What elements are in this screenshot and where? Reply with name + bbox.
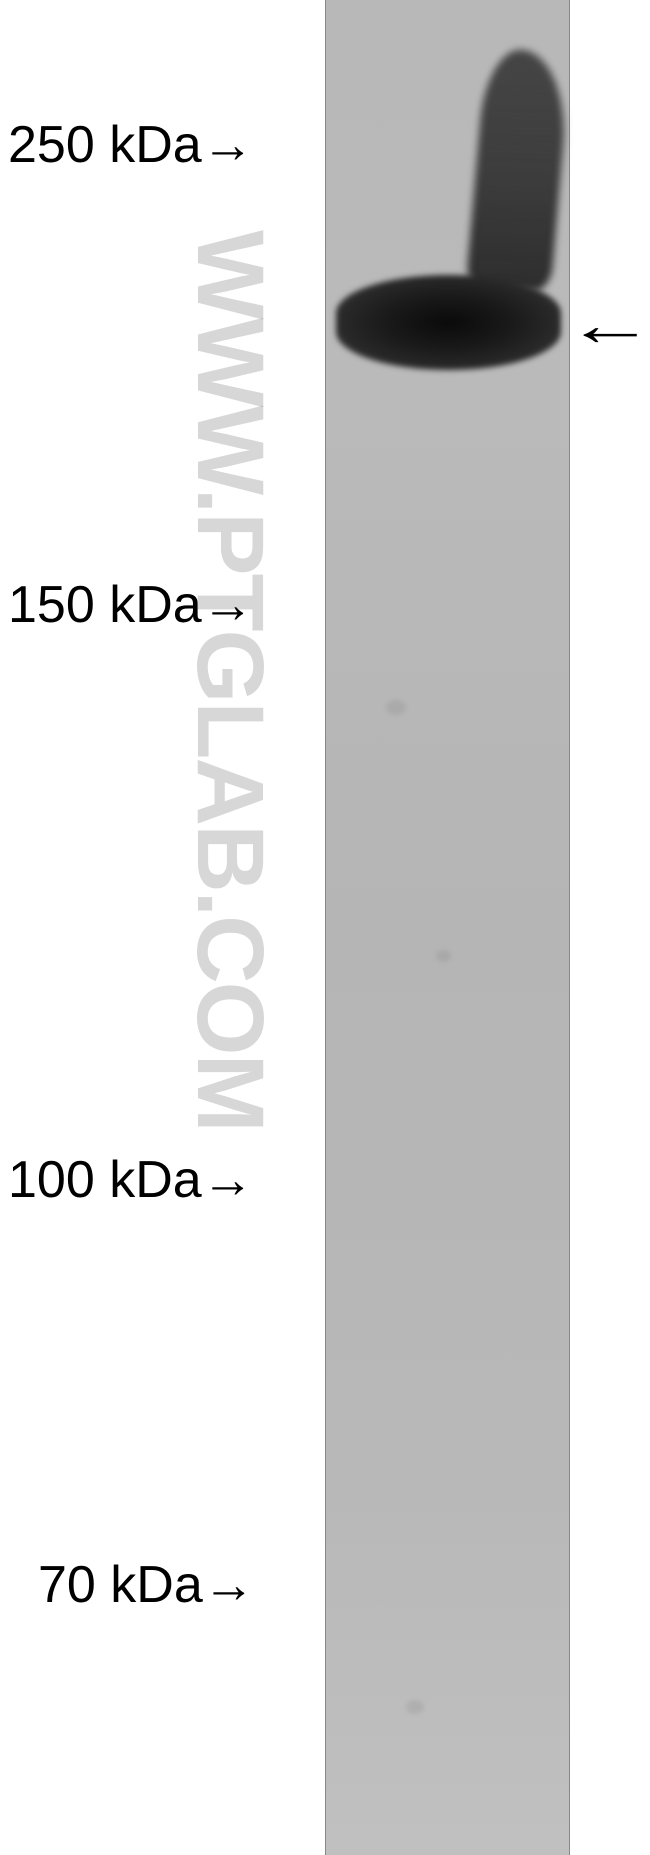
mw-marker-100: 100 kDa→ bbox=[8, 1150, 254, 1210]
noise-spot bbox=[406, 1700, 424, 1714]
noise-spot bbox=[436, 950, 451, 962]
mw-marker-70: 70 kDa→ bbox=[38, 1555, 255, 1615]
band-smear-upper bbox=[466, 49, 572, 292]
mw-marker-150: 150 kDa→ bbox=[8, 575, 254, 635]
watermark-text: WWW.PTGLAB.COM bbox=[175, 230, 284, 1131]
mw-marker-250: 250 kDa→ bbox=[8, 115, 254, 175]
noise-spot bbox=[386, 700, 406, 715]
blot-lane bbox=[325, 0, 570, 1855]
band-indicator-arrow: ← bbox=[565, 290, 650, 359]
band-main bbox=[336, 275, 561, 370]
blot-figure-container: WWW.PTGLAB.COM 250 kDa→ 150 kDa→ 100 kDa… bbox=[0, 0, 650, 1855]
